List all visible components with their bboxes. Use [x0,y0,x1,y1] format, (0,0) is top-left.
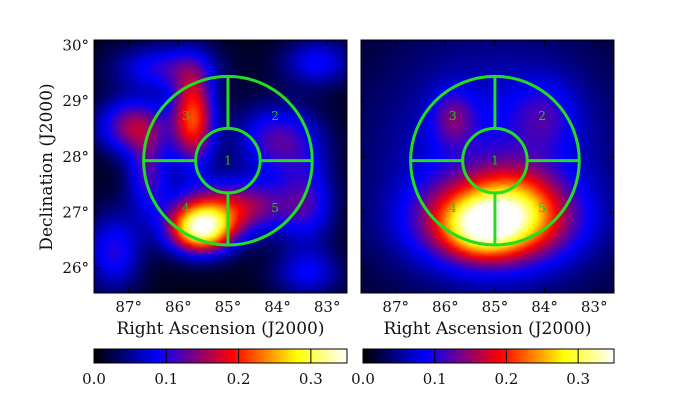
colorbar-tick-label-left: 0.1 [154,370,178,388]
region-overlay-right: 1 2 3 4 5 [409,74,581,247]
y-tick-label: 27° [62,203,89,221]
colorbar-left-ticks: 0.0 0.1 0.2 0.3 [82,349,323,388]
x-tick-label-right: 86° [432,298,459,316]
colorbar-right-gradient [362,348,615,364]
plot-frame-right [360,39,615,294]
x-tick-label-right: 84° [531,298,558,316]
region-label-2-right: 2 [538,109,546,123]
region-label-1-right: 1 [491,154,499,168]
colorbar-left: 0.0 0.1 0.2 0.3 [82,348,348,388]
x-axis-title-right: Right Ascension (J2000) [384,319,592,339]
x-tick-label-right: 85° [482,298,509,316]
heatmap-right-image [361,40,614,293]
panel-left: 1 2 3 4 5 87° 86° 85° 84° 83° 30° 29° 28° 27° 26° Ri… [62,37,348,339]
colorbar-right: 0.0 0.1 0.2 0.3 [351,348,615,388]
heatmap-left-image [94,40,347,293]
y-tick-label: 29° [62,92,89,110]
colorbar-tick-label-right: 0.0 [351,370,375,388]
x-tick-label-left: 86° [165,298,192,316]
region-label-3-left: 3 [182,109,190,123]
x-tick-label-left: 84° [264,298,291,316]
region-label-2-left: 2 [271,109,279,123]
colorbar-left-gradient [93,348,348,364]
colorbar-tick-label-right: 0.1 [423,370,447,388]
region-label-3-right: 3 [449,109,457,123]
x-axis-title-left: Right Ascension (J2000) [117,319,325,339]
x-tick-label-right: 83° [581,298,608,316]
y-tick-label: 30° [62,37,89,55]
x-tick-label-left: 87° [115,298,142,316]
x-axis-ticks-right: 87° 86° 85° 84° 83° [382,40,607,316]
x-tick-label-right: 87° [382,298,409,316]
region-label-4-left: 4 [182,201,190,215]
region-label-5-right: 5 [538,201,546,215]
colorbar-tick-label-left: 0.0 [82,370,106,388]
x-tick-label-left: 83° [314,298,341,316]
colorbar-tick-label-right: 0.2 [494,370,518,388]
region-label-5-left: 5 [271,201,279,215]
plot-frame-left [93,39,348,294]
region-label-1-left: 1 [224,154,232,168]
colorbar-right-ticks: 0.0 0.1 0.2 0.3 [351,349,590,388]
colorbar-tick-label-right: 0.3 [566,370,590,388]
colorbar-tick-label-left: 0.2 [227,370,251,388]
panel-right: 1 2 3 4 5 87° 86° 85° 84° 83° Right Ascension (J… [360,39,615,339]
region-label-4-right: 4 [449,201,457,215]
y-tick-label: 26° [62,259,89,277]
x-axis-ticks-left: 87° 86° 85° 84° 83° [115,40,340,316]
y-axis-ticks-left: 30° 29° 28° 27° 26° [62,37,347,277]
region-overlay-left: 1 2 3 4 5 [142,74,314,247]
y-tick-label: 28° [62,148,89,166]
x-tick-label-left: 85° [215,298,242,316]
y-axis-title: Declination (J2000) [37,83,57,250]
colorbar-tick-label-left: 0.3 [299,370,323,388]
